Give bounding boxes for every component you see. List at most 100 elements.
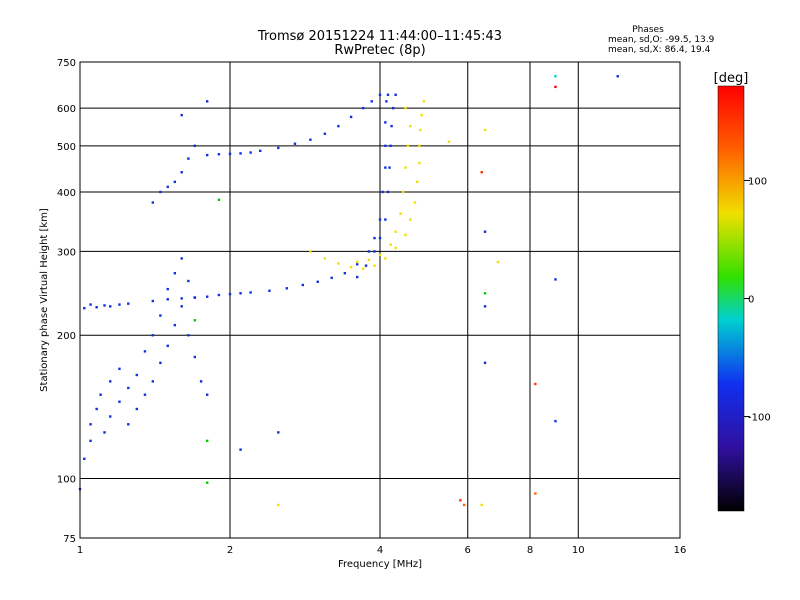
scatter-point-o [384,218,387,221]
scatter-point-x [419,128,422,132]
scatter-point-o [228,292,232,296]
grid-lines [80,62,680,538]
scatter-point-other [205,439,209,443]
scatter-point-x [413,201,417,204]
scatter-point-o [385,100,388,103]
y-tick-label: 600 [57,104,76,115]
scatter-point-o [381,190,384,194]
plot-frame [79,61,681,539]
scatter-point-o [355,263,359,266]
scatter-point-o [373,236,376,240]
scatter-point-other [534,492,537,495]
colorbar-tick-label: -100 [748,413,771,424]
scatter-point-o [384,144,387,148]
scatter-point-other [459,499,462,502]
scatter-point-x [415,180,419,184]
scatter-point-o [483,230,487,233]
scatter-point-x [418,144,421,148]
scatter-point-o [180,257,183,260]
scatter-point-o [293,142,297,145]
scatter-point-x [418,161,421,165]
scatter-point-o [180,305,183,308]
scatter-point-other [483,292,487,295]
scatter-point-other [193,319,197,322]
scatter-point-o [143,393,147,396]
scatter-point-o [159,190,162,194]
scatter-point-x [496,260,500,264]
scatter-point-o [180,297,183,300]
scatter-point-o [109,380,112,383]
scatter-point-o [259,149,262,153]
scatter-point-o [180,171,183,174]
y-tick-label: 750 [57,58,76,69]
x-tick-label: 6 [465,545,471,556]
data-points [78,75,619,507]
scatter-point-o [187,279,190,283]
scatter-point-x [406,144,410,148]
scatter-point-o [89,439,92,443]
scatter-point-o [166,344,169,348]
scatter-point-x [373,264,376,267]
scatter-point-o [355,275,359,279]
scatter-point-o [301,283,305,287]
chart-title-line1: Tromsø 20151224 11:44:00–11:45:43 [257,29,502,44]
scatter-point-x [399,212,402,215]
colorbar-label: [deg] [714,71,749,86]
scatter-point-other [462,503,466,507]
scatter-point-o [89,303,92,306]
scatter-point-o [337,124,340,128]
scatter-point-o [187,334,190,337]
scatter-point-x [394,230,397,233]
scatter-point-o [151,299,155,303]
scatter-point-x [323,257,327,260]
x-axis-label: Frequency [MHz] [338,559,422,570]
scatter-point-o [109,305,112,308]
scatter-point-o [83,306,86,310]
scatter-point-o [316,280,319,283]
scatter-point-o [199,380,203,383]
scatter-point-o [277,146,280,150]
x-tick-label: 4 [377,545,383,556]
colorbar-tick-label: 0 [748,295,754,306]
scatter-point-o [391,106,395,110]
scatter-point-o [285,287,288,290]
scatter-point-o [127,302,130,305]
scatter-point-o [187,157,190,160]
scatter-point-o [127,423,130,426]
scatter-point-x [409,124,412,128]
scatter-point-other [217,198,221,202]
scatter-point-o [193,355,197,359]
scatter-point-o [323,132,327,135]
colorbar [717,85,745,512]
scatter-point-o [109,415,112,418]
scatter-point-o [378,218,382,221]
scatter-point-x [394,246,397,250]
scatter-point-o [118,303,121,306]
scatter-point-o [277,431,280,434]
scatter-point-x [277,503,280,507]
scatter-point-x [420,113,423,117]
scatter-point-x [422,100,426,103]
chart-title-line2: RwPretec (8p) [334,43,425,58]
scatter-point-o [370,100,373,103]
scatter-point-o [173,323,177,327]
scatter-point-o [127,386,130,390]
y-tick-label: 200 [57,331,76,342]
scatter-point-other [554,75,557,78]
colorbar-tick-label: 100 [748,176,767,187]
stats-x-text: mean, sd,X: 86.4, 19.4 [608,45,711,55]
scatter-point-o [118,400,121,403]
scatter-point-x [378,253,382,257]
scatter-point-o [173,272,177,275]
scatter-point-o [166,298,169,301]
scatter-point-o [249,291,252,294]
scatter-point-o [135,373,138,377]
scatter-point-o [217,293,221,297]
stats-o-text: mean, sd,O: -99.5, 13.9 [608,35,715,45]
scatter-point-other [205,481,209,484]
scatter-point-o [361,106,365,110]
x-tick-label: 16 [674,545,687,556]
scatter-point-o [373,250,376,253]
scatter-point-o [205,153,209,157]
